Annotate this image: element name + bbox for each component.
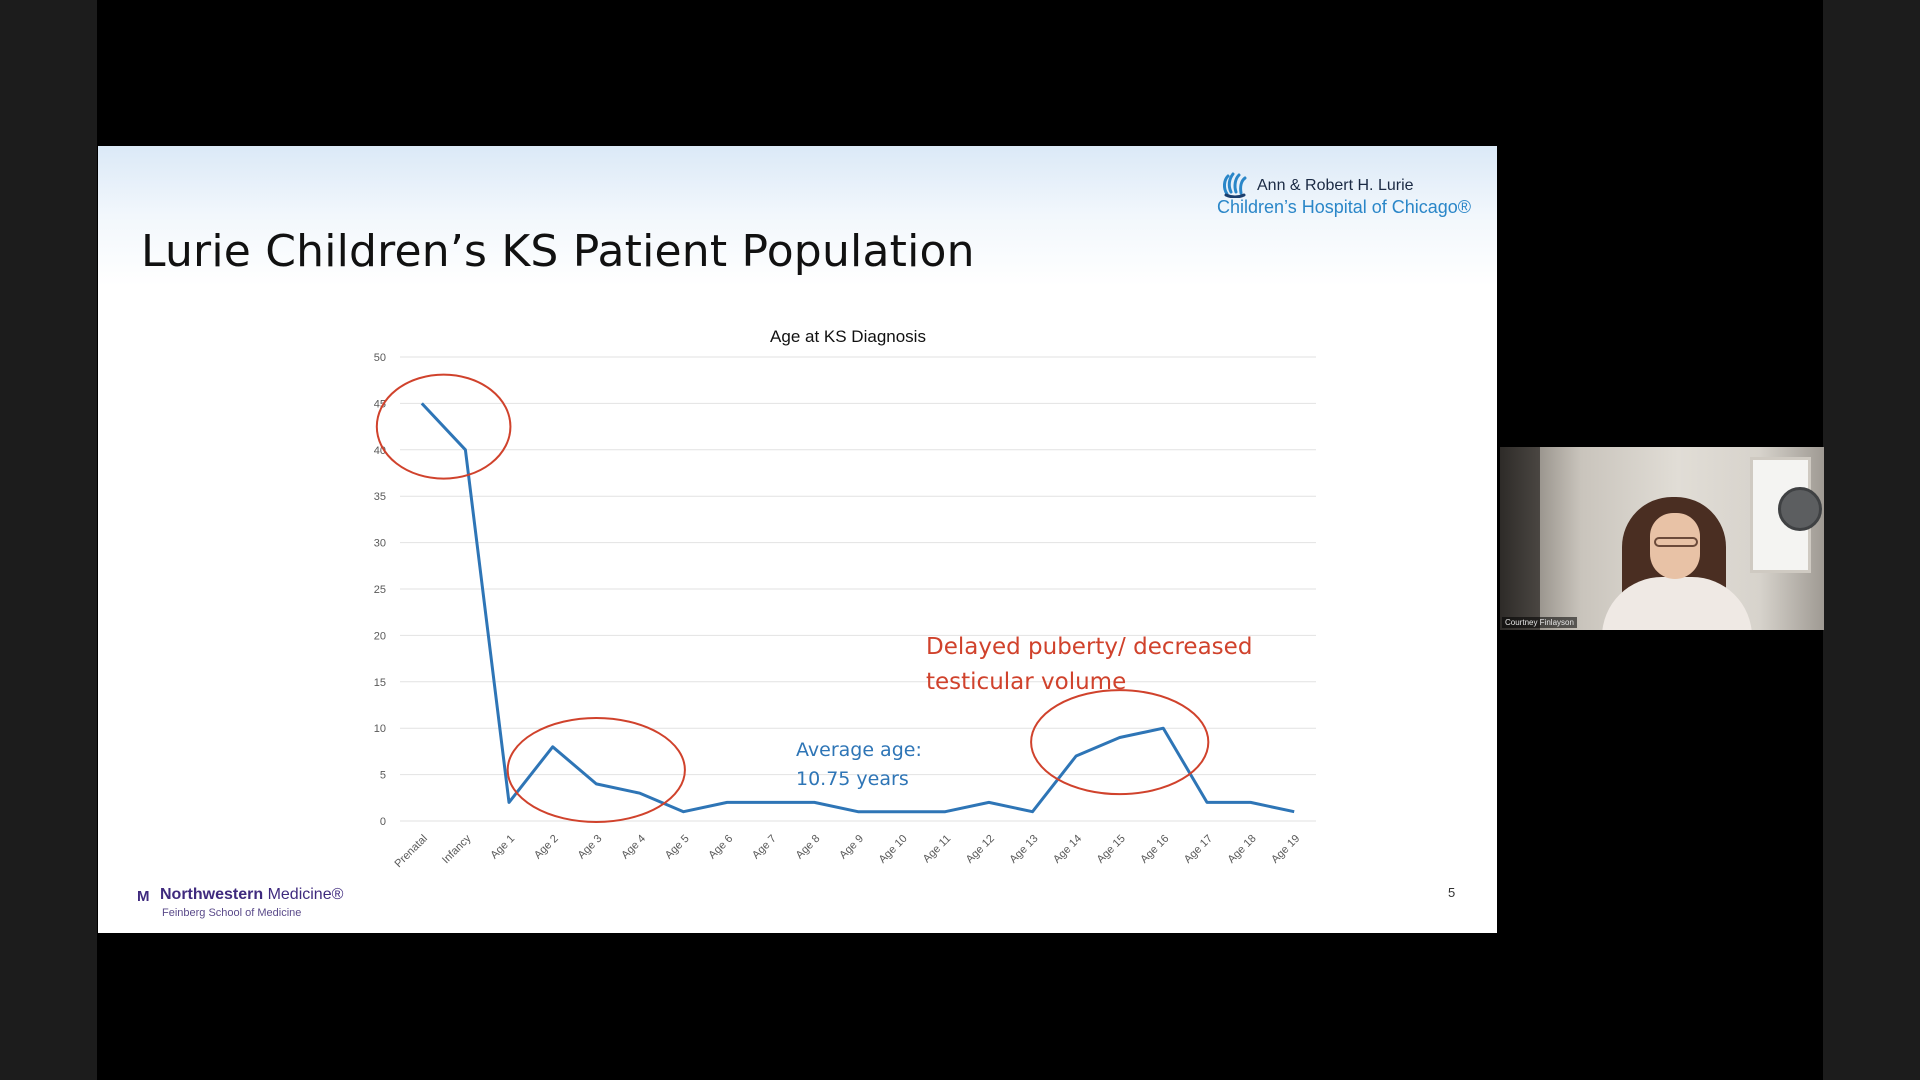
- x-tick-label: Age 17: [1182, 833, 1215, 866]
- highlight-circle: [375, 373, 512, 480]
- x-tick-label: Age 9: [837, 833, 866, 862]
- x-tick-label: Age 1: [488, 833, 517, 862]
- x-tick-label: Age 15: [1095, 833, 1128, 866]
- logo-line-1: Ann & Robert H. Lurie: [1257, 177, 1414, 194]
- participant-name-label: Courtney Finlayson: [1502, 617, 1577, 628]
- age-at-diagnosis-chart: Age at KS Diagnosis05101520253035404550P…: [374, 327, 1316, 870]
- annotation-average-age: Average age: 10.75 years: [796, 739, 922, 790]
- x-tick-label: Age 13: [1007, 833, 1040, 866]
- y-tick-label: 45: [374, 398, 386, 410]
- y-tick-label: 20: [374, 630, 386, 642]
- x-tick-label: Age 3: [576, 833, 605, 862]
- x-tick-label: Age 5: [663, 833, 692, 862]
- y-tick-label: 50: [374, 352, 386, 364]
- x-tick-label: Age 14: [1051, 833, 1084, 866]
- hand-logo-icon: [1223, 172, 1247, 198]
- y-tick-label: 15: [374, 677, 386, 689]
- annotation-line: 10.75 years: [796, 768, 909, 790]
- screen-bezel-right: [1823, 0, 1920, 1080]
- x-tick-label: Prenatal: [392, 833, 429, 870]
- x-tick-label: Age 8: [794, 833, 823, 862]
- nm-logo-name: Northwestern Medicine®: [160, 886, 343, 904]
- presentation-slide: Lurie Children’s KS Patient Population A…: [98, 146, 1497, 933]
- series-line: [420, 402, 1295, 814]
- x-tick-label: Age 12: [964, 833, 997, 866]
- participant-video-tile[interactable]: Courtney Finlayson: [1500, 447, 1824, 630]
- slide-title: Lurie Children’s KS Patient Population: [141, 226, 975, 277]
- wall-clock-icon: [1778, 487, 1822, 531]
- northwestern-medicine-logo: M Northwestern Medicine® Feinberg School…: [137, 886, 377, 922]
- x-tick-label: Age 11: [921, 833, 954, 866]
- annotation-line: Delayed puberty/ decreased: [926, 634, 1252, 660]
- x-tick-label: Age 4: [619, 833, 648, 862]
- y-tick-label: 5: [380, 770, 386, 782]
- logo-line-2: Children’s Hospital of Chicago®: [1217, 197, 1472, 217]
- y-tick-label: 35: [374, 491, 386, 503]
- lurie-childrens-logo: Ann & Robert H. Lurie Children’s Hospita…: [1207, 170, 1471, 220]
- y-tick-label: 10: [374, 723, 386, 735]
- nm-logo-name-bold: Northwestern: [160, 886, 264, 903]
- slide-page-number: 5: [1448, 885, 1456, 900]
- x-tick-label: Age 2: [532, 833, 561, 862]
- x-tick-label: Age 7: [750, 833, 779, 862]
- y-tick-label: 25: [374, 584, 386, 596]
- x-tick-label: Infancy: [440, 832, 474, 866]
- participant-glasses: [1654, 537, 1698, 547]
- x-tick-label: Age 6: [706, 833, 735, 862]
- video-background-door: [1500, 447, 1540, 630]
- x-tick-label: Age 18: [1226, 833, 1259, 866]
- highlight-circle: [1030, 689, 1210, 796]
- nm-logo-name-rest: Medicine®: [263, 886, 344, 903]
- annotation-delayed-puberty: Delayed puberty/ decreased testicular vol…: [926, 634, 1252, 695]
- x-tick-label: Age 19: [1269, 833, 1302, 866]
- nm-logo-subtitle: Feinberg School of Medicine: [162, 907, 302, 919]
- highlight-circle: [506, 716, 686, 823]
- nm-logo-icon: M: [137, 888, 150, 905]
- annotation-line: testicular volume: [926, 669, 1126, 695]
- annotation-line: Average age:: [796, 739, 922, 761]
- screen-bezel-left: [0, 0, 97, 1080]
- chart-title: Age at KS Diagnosis: [770, 327, 926, 346]
- x-tick-label: Age 10: [877, 833, 910, 866]
- x-tick-label: Age 16: [1138, 833, 1171, 866]
- y-tick-label: 30: [374, 538, 386, 550]
- y-tick-label: 0: [380, 816, 386, 828]
